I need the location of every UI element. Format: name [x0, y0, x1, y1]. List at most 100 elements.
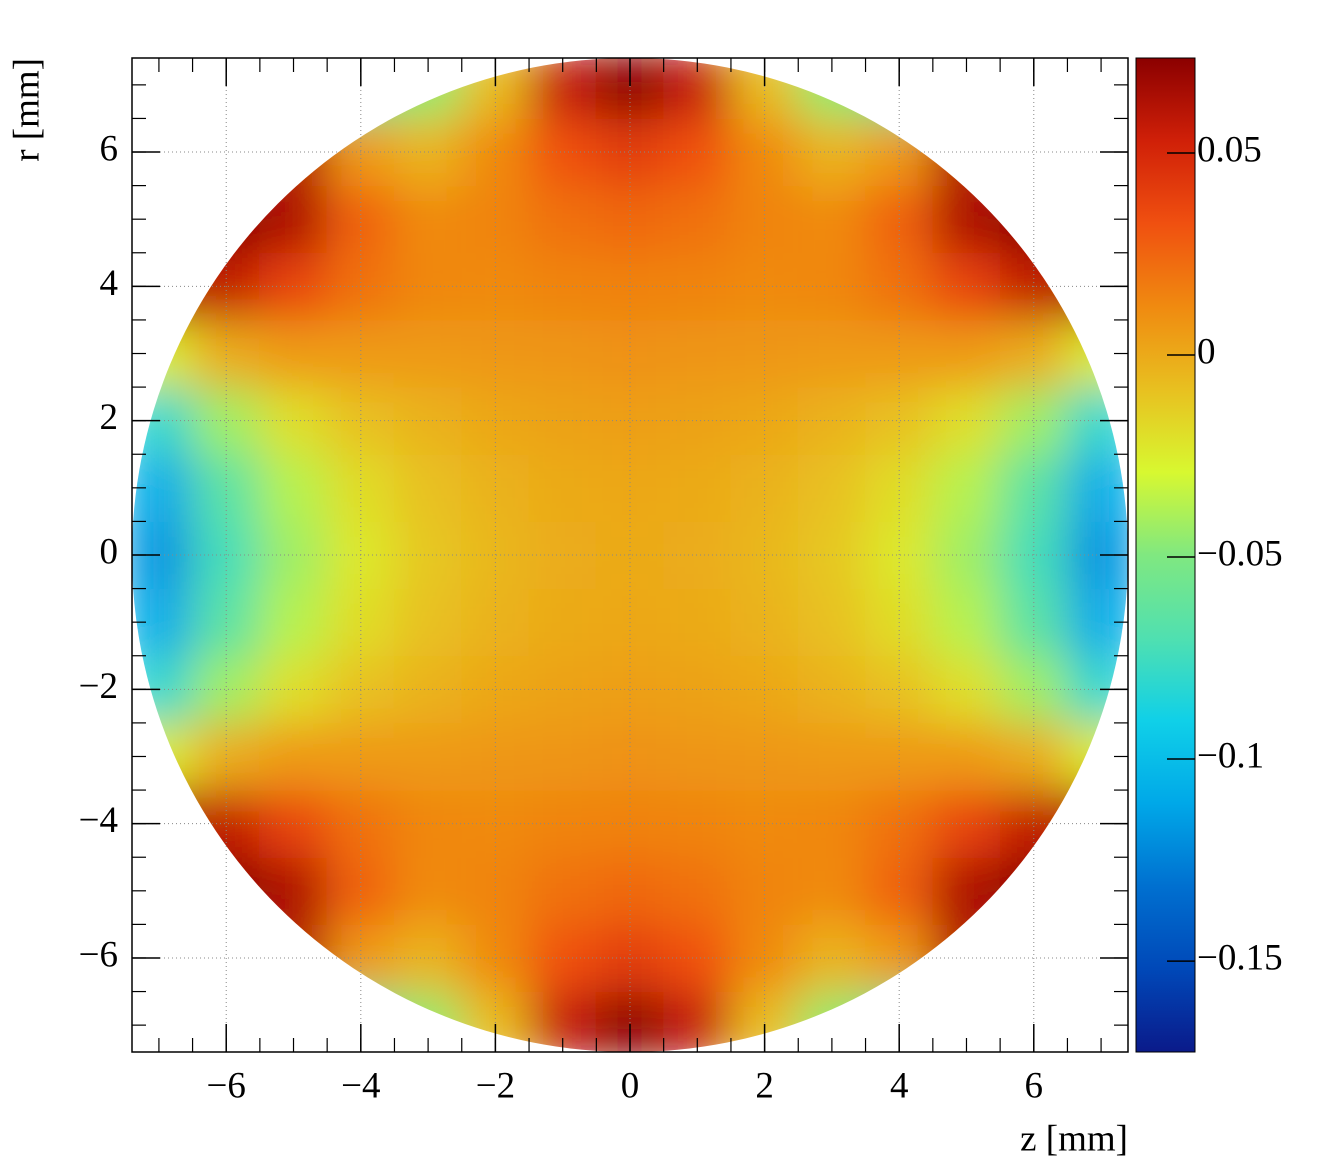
z-tick-label: 0.05	[1197, 129, 1262, 170]
cell	[932, 588, 1001, 657]
cell	[326, 319, 395, 388]
cell	[865, 789, 934, 858]
cell	[528, 722, 597, 791]
cell	[999, 453, 1068, 522]
cell	[663, 386, 732, 455]
cell	[393, 722, 463, 791]
cell	[528, 319, 597, 388]
cell	[663, 722, 732, 791]
cell	[797, 117, 867, 187]
cell	[999, 655, 1068, 724]
y-tick-label: 6	[100, 129, 119, 170]
cell	[595, 453, 665, 522]
cell	[461, 655, 530, 724]
z-tick-label: −0.1	[1197, 736, 1264, 777]
cell	[461, 319, 530, 388]
cell	[528, 923, 597, 993]
cell	[528, 588, 597, 657]
cell	[797, 453, 867, 522]
cell	[259, 520, 328, 590]
cell	[192, 722, 261, 791]
y-tick-label: 0	[100, 531, 119, 572]
cell	[663, 185, 732, 254]
cell	[528, 386, 597, 455]
cell	[663, 856, 732, 925]
cell	[192, 655, 261, 724]
cell	[730, 722, 799, 791]
y-tick-label: 2	[100, 397, 119, 438]
cell	[595, 655, 665, 724]
cell	[528, 185, 597, 254]
z-tick-label: 0	[1197, 331, 1216, 372]
cell	[797, 789, 867, 858]
cell	[461, 789, 530, 858]
y-tick-label: 4	[100, 263, 119, 304]
cell	[932, 520, 1001, 590]
cell	[259, 453, 328, 522]
cell	[663, 520, 732, 590]
x-tick-label: 4	[890, 1065, 909, 1106]
cell	[999, 722, 1068, 791]
cell	[393, 319, 463, 388]
x-tick-label: −2	[476, 1065, 515, 1106]
cell	[797, 520, 867, 590]
cell	[797, 923, 867, 993]
cell	[932, 722, 1001, 791]
cell	[595, 117, 665, 187]
cell	[595, 789, 665, 858]
cell	[663, 588, 732, 657]
cell	[393, 856, 463, 925]
cell	[259, 252, 328, 321]
z-tick-label: −0.15	[1197, 938, 1283, 979]
y-tick-label: −6	[79, 934, 118, 975]
cell	[663, 117, 732, 187]
cell	[663, 789, 732, 858]
cell	[393, 453, 463, 522]
cell	[865, 185, 934, 254]
cell	[528, 655, 597, 724]
cell	[326, 722, 395, 791]
x-axis-label: z [mm]	[1020, 1118, 1128, 1159]
cell	[865, 386, 934, 455]
cell	[259, 386, 328, 455]
cell	[797, 386, 867, 455]
cell	[192, 453, 261, 522]
x-tick-label: −4	[341, 1065, 380, 1106]
cell	[797, 856, 867, 925]
cell	[461, 453, 530, 522]
x-tick-label: 2	[755, 1065, 774, 1106]
x-tick-label: 6	[1025, 1065, 1044, 1106]
cell	[326, 453, 395, 522]
cell	[595, 319, 665, 388]
y-tick-label: −4	[79, 800, 118, 841]
cell	[192, 386, 261, 455]
cell	[528, 117, 597, 187]
y-tick-label: −2	[79, 666, 118, 707]
cell	[595, 386, 665, 455]
cell	[797, 588, 867, 657]
cell	[595, 722, 665, 791]
cell	[461, 386, 530, 455]
cell	[797, 319, 867, 388]
cell	[595, 185, 665, 254]
x-tick-label: 0	[621, 1065, 640, 1106]
cell	[259, 789, 328, 858]
cell	[663, 655, 732, 724]
cell	[461, 117, 530, 187]
cell	[932, 386, 1001, 455]
cell	[865, 453, 934, 522]
cell	[663, 319, 732, 388]
cell	[865, 319, 934, 388]
cell	[797, 655, 867, 724]
cell	[730, 319, 799, 388]
cell	[528, 789, 597, 858]
cell	[461, 722, 530, 791]
cell	[932, 789, 1001, 858]
cell	[663, 453, 732, 522]
cell	[461, 185, 530, 254]
cell	[528, 856, 597, 925]
cell	[999, 319, 1068, 388]
cell	[932, 655, 1001, 724]
cell	[730, 453, 799, 522]
cell	[393, 588, 463, 657]
